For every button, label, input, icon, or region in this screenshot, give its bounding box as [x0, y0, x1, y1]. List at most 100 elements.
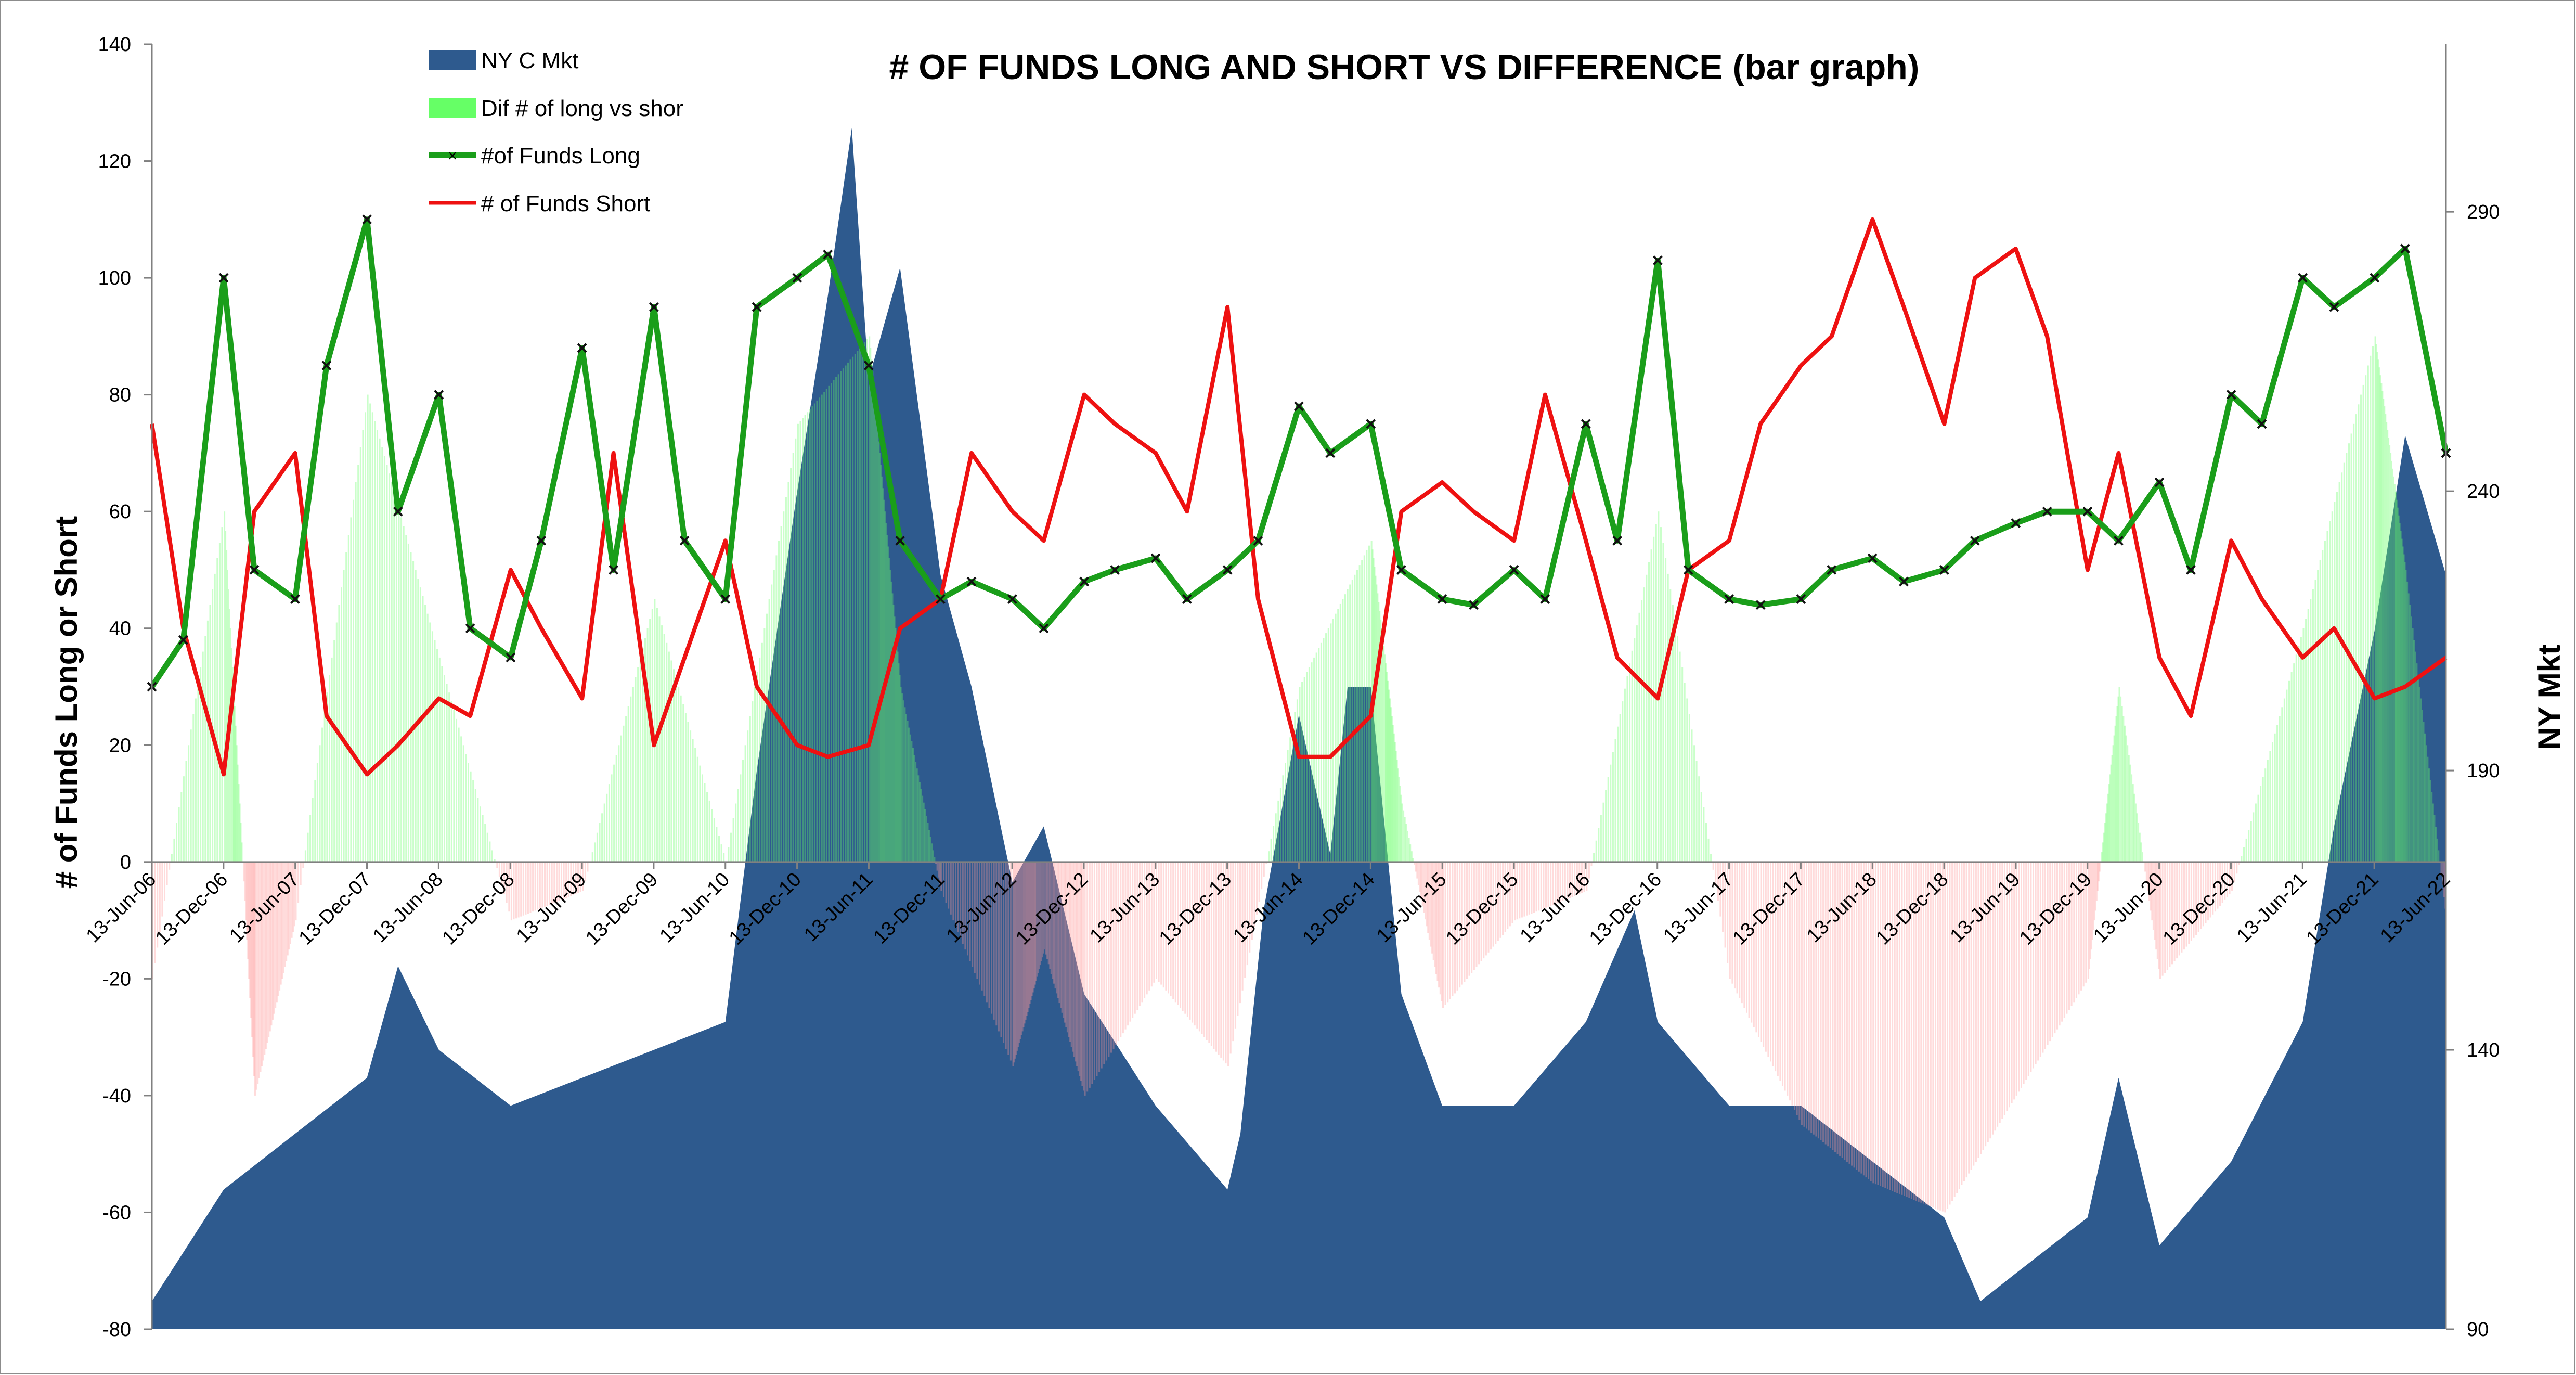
difference-bar	[1977, 862, 1979, 1158]
difference-bars-layer	[152, 336, 2446, 1213]
difference-bar	[255, 862, 257, 1090]
difference-bar	[1567, 862, 1569, 899]
difference-bar	[1715, 862, 1717, 885]
difference-bar	[498, 862, 500, 877]
difference-bar	[1354, 574, 1356, 862]
difference-bar	[752, 701, 754, 862]
difference-bar	[847, 362, 849, 862]
difference-bar	[331, 657, 333, 862]
difference-bar	[1165, 862, 1167, 991]
difference-bar	[2281, 707, 2283, 862]
difference-bar	[534, 862, 536, 911]
difference-bar	[627, 706, 629, 862]
difference-bar	[2245, 838, 2247, 862]
difference-bar	[1834, 862, 1836, 1152]
difference-bar	[225, 531, 227, 862]
difference-bar	[1042, 862, 1044, 954]
difference-bar	[2355, 414, 2357, 862]
funds-long-point	[2185, 565, 2196, 575]
difference-bar	[237, 764, 239, 862]
difference-bar	[1150, 862, 1153, 987]
difference-bar	[1366, 550, 1368, 862]
difference-bar	[1889, 862, 1891, 1190]
difference-bar	[1862, 862, 1865, 1176]
difference-bar	[579, 862, 581, 892]
difference-bar	[1397, 768, 1399, 862]
difference-bar	[1005, 862, 1007, 1049]
y-left-axis-title: # of Funds Long or Short	[49, 516, 84, 889]
difference-bar	[2156, 862, 2158, 959]
difference-bar	[482, 815, 484, 862]
funds-long-point	[249, 565, 260, 575]
difference-bar	[286, 862, 288, 961]
difference-bar	[896, 640, 898, 862]
difference-bar	[920, 789, 922, 862]
difference-bar	[1432, 862, 1434, 960]
difference-bar	[1428, 862, 1430, 940]
difference-bar	[1025, 862, 1027, 1020]
difference-bar	[1256, 862, 1258, 915]
difference-bar	[2286, 689, 2288, 862]
difference-bar	[2209, 862, 2211, 918]
difference-bar	[2250, 821, 2252, 862]
funds-long-point	[1253, 535, 1263, 546]
difference-bar	[1018, 862, 1020, 1043]
difference-bar	[888, 558, 890, 862]
difference-bar	[2279, 716, 2281, 862]
difference-bar	[918, 782, 921, 862]
difference-bar	[735, 803, 737, 862]
difference-bar	[1153, 862, 1155, 983]
difference-bar	[771, 584, 773, 862]
difference-bar	[2423, 722, 2425, 862]
difference-bar	[2164, 862, 2166, 973]
difference-bar	[852, 356, 854, 862]
difference-bar	[520, 862, 522, 917]
difference-bar	[1227, 862, 1229, 1066]
difference-bar	[517, 862, 520, 918]
funds-long-point	[1683, 565, 1693, 575]
difference-bar	[353, 499, 354, 862]
difference-bar	[212, 589, 214, 862]
difference-bar	[2181, 862, 2183, 953]
difference-bar	[704, 783, 706, 862]
difference-bar	[1794, 862, 1796, 1110]
difference-bar	[2145, 862, 2147, 882]
difference-bar	[480, 806, 481, 862]
funds-long-point	[823, 249, 833, 260]
difference-bar	[2033, 862, 2034, 1069]
difference-bar	[1141, 862, 1143, 1003]
difference-bar	[859, 348, 861, 862]
difference-bar	[747, 730, 749, 862]
difference-bar	[606, 793, 608, 862]
difference-bar	[2391, 460, 2392, 862]
difference-bar	[1391, 716, 1393, 862]
difference-bar	[2428, 768, 2430, 862]
difference-bar	[2317, 570, 2319, 862]
difference-bar	[1287, 750, 1289, 862]
difference-bar	[2161, 862, 2164, 976]
difference-bar	[759, 657, 761, 862]
difference-bar	[2082, 862, 2085, 987]
difference-bar	[1751, 862, 1753, 1023]
funds-long-point	[1150, 553, 1161, 563]
difference-bar	[2044, 862, 2046, 1049]
difference-bar	[630, 696, 632, 862]
difference-bar	[2063, 862, 2065, 1018]
funds-long-point	[1110, 565, 1120, 575]
difference-bar	[1251, 862, 1253, 940]
difference-bar	[1999, 862, 2001, 1123]
difference-bar	[1543, 862, 1545, 909]
difference-bar	[964, 862, 966, 950]
difference-bar	[190, 729, 192, 862]
difference-bar	[1485, 862, 1487, 956]
difference-bar	[2334, 502, 2336, 862]
difference-bar	[2090, 862, 2092, 950]
difference-bar	[842, 368, 844, 862]
difference-bar	[254, 862, 256, 1096]
difference-bar	[367, 394, 369, 862]
difference-bar	[922, 795, 924, 862]
difference-bar	[1347, 589, 1349, 862]
difference-bar	[2384, 406, 2386, 862]
difference-bar	[744, 745, 746, 862]
difference-bar	[1301, 682, 1303, 862]
